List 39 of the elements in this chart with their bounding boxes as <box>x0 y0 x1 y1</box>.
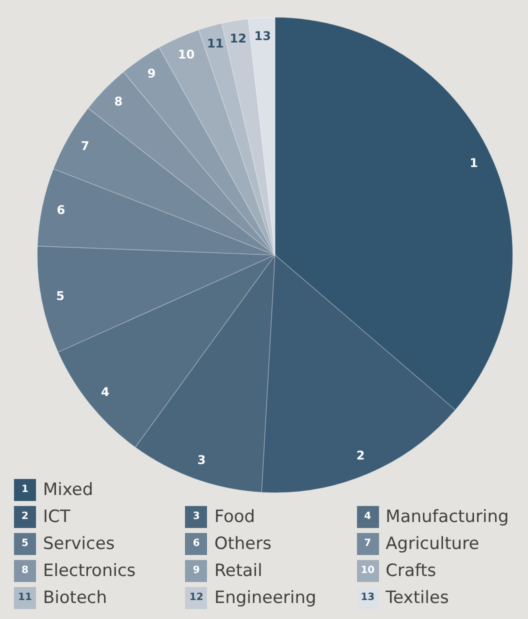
text: 12 <box>189 592 204 603</box>
text: 5 <box>22 538 28 549</box>
legend-label: Mixed <box>43 480 94 500</box>
text: 7 <box>364 538 372 549</box>
legend-label: Food <box>214 506 256 526</box>
text: 4 <box>101 384 110 399</box>
text: 12 <box>230 32 246 46</box>
text: 11 <box>206 36 224 51</box>
text: 4 <box>364 511 372 522</box>
text: 2 <box>22 511 28 522</box>
text: 6 <box>192 538 200 549</box>
legend-label: Electronics <box>43 560 136 580</box>
legend-label: Services <box>43 534 115 554</box>
text: 9 <box>192 565 200 576</box>
legend-label: ICT <box>43 506 70 526</box>
text: 8 <box>22 565 28 576</box>
text: 10 <box>178 47 195 62</box>
text: 13 <box>254 28 271 43</box>
text: 13 <box>360 592 375 603</box>
legend-label: Manufacturing <box>386 506 509 526</box>
text: 3 <box>192 511 200 522</box>
text: 10 <box>360 565 375 576</box>
legend-label: Biotech <box>43 588 108 608</box>
legend-label: Crafts <box>386 560 436 580</box>
text: 11 <box>18 592 32 603</box>
text: 7 <box>80 138 90 153</box>
legend-label: Agriculture <box>386 534 480 554</box>
legend-label: Textiles <box>386 588 449 608</box>
text: 6 <box>56 202 66 217</box>
text: 5 <box>56 288 64 303</box>
text: 2 <box>356 448 365 462</box>
text: 1 <box>22 484 28 495</box>
legend-label: Engineering <box>214 588 316 608</box>
legend-label: Retail <box>214 560 262 580</box>
text: 3 <box>197 453 206 468</box>
text: 9 <box>147 66 156 81</box>
text: 1 <box>470 156 478 170</box>
text: 8 <box>114 94 123 108</box>
legend-label: Others <box>214 534 272 554</box>
